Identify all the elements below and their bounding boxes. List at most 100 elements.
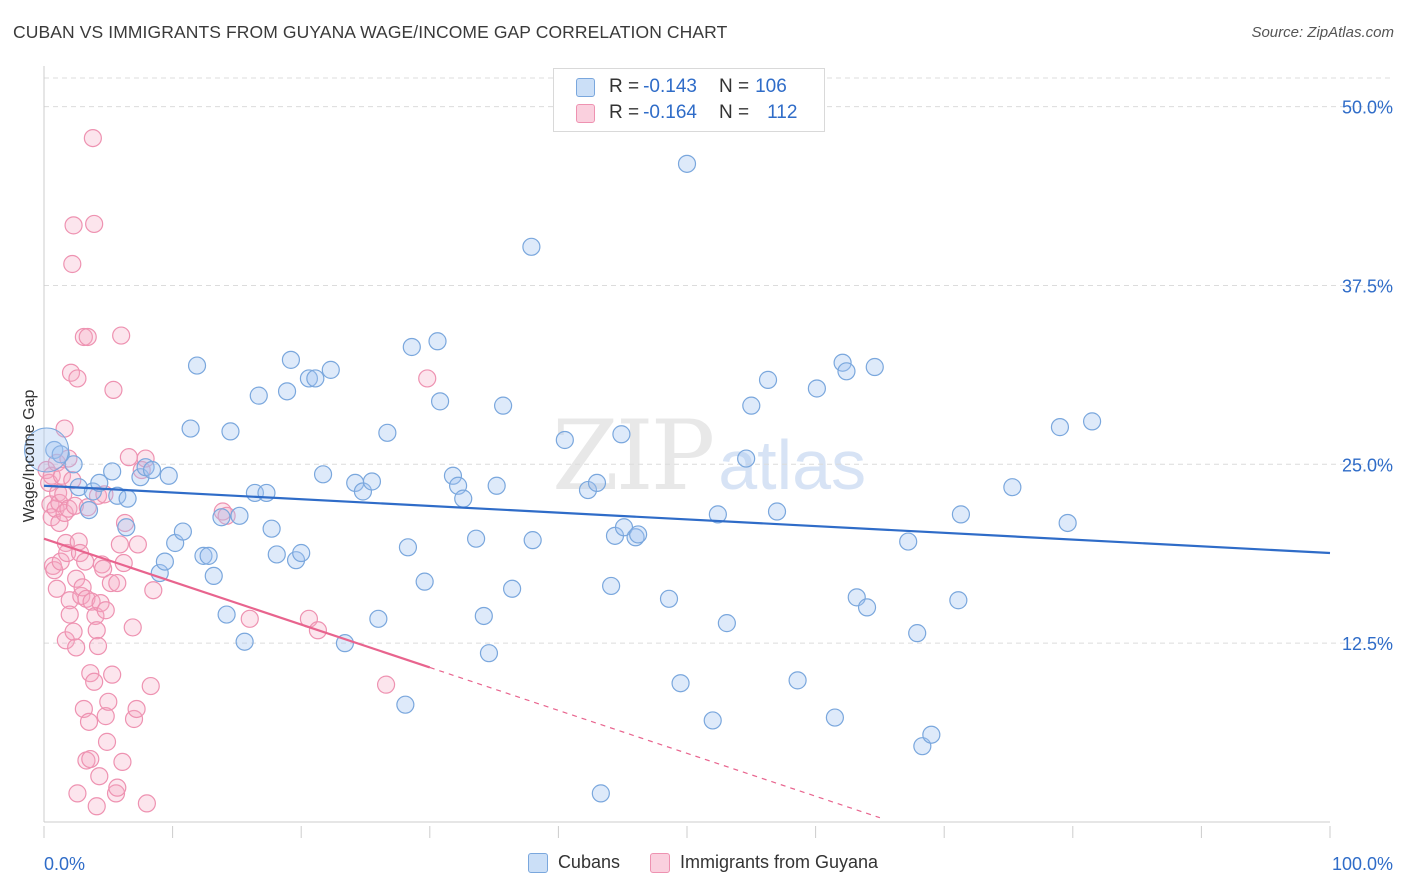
n-value: 106 bbox=[755, 76, 787, 97]
cubans-point bbox=[523, 531, 542, 550]
guyana-point bbox=[103, 665, 122, 684]
cubans-point bbox=[221, 422, 240, 441]
cubans-point bbox=[402, 337, 421, 357]
guyana-point bbox=[376, 675, 396, 694]
guyana-point bbox=[63, 254, 82, 274]
guyana-point bbox=[81, 664, 100, 683]
cubans-point bbox=[235, 632, 254, 651]
guyana-point bbox=[73, 578, 92, 597]
cubans-point bbox=[522, 237, 541, 256]
cubans-point bbox=[758, 370, 778, 389]
cubans-point bbox=[742, 396, 761, 415]
cubans-point bbox=[103, 462, 122, 481]
guyana-point bbox=[94, 559, 113, 578]
cubans-point bbox=[150, 563, 169, 583]
guyana-point bbox=[97, 732, 117, 751]
guyana-point bbox=[104, 380, 123, 400]
cubans-point bbox=[173, 522, 192, 541]
series-cubans-points bbox=[24, 154, 1102, 803]
cubans-point bbox=[1058, 513, 1077, 533]
cubans-swatch bbox=[576, 77, 595, 97]
guyana-point bbox=[418, 369, 437, 388]
cubans-point bbox=[335, 634, 355, 653]
guyana-point bbox=[64, 622, 83, 641]
guyana-point bbox=[123, 618, 142, 637]
cubans-point bbox=[807, 379, 826, 398]
cubans-point bbox=[313, 465, 333, 484]
cubans-point bbox=[1003, 478, 1022, 497]
cubans-point bbox=[1082, 412, 1102, 431]
legend-item-cubans: Cubans bbox=[527, 852, 620, 873]
cubans-point bbox=[267, 545, 286, 564]
guyana-point bbox=[52, 466, 72, 485]
cubans-point bbox=[833, 353, 852, 372]
cubans-point bbox=[194, 546, 213, 565]
cubans-point bbox=[494, 396, 513, 415]
guyana-point bbox=[81, 749, 100, 769]
series-guyana-points bbox=[37, 128, 437, 816]
y-tick-label: 12.5% bbox=[1342, 634, 1393, 654]
cubans-point bbox=[474, 606, 493, 626]
cubans-point bbox=[908, 624, 927, 643]
guyana-point bbox=[127, 699, 146, 719]
cubans-point bbox=[703, 711, 722, 730]
cubans-point bbox=[602, 576, 621, 596]
cubans-point bbox=[837, 362, 856, 381]
cubans-point bbox=[614, 518, 634, 537]
cubans-point bbox=[117, 518, 136, 537]
cubans-legend-swatch bbox=[527, 852, 548, 873]
guyana-point bbox=[63, 470, 82, 490]
legend-row-guyana: R = -0.164 N = 112 bbox=[576, 100, 797, 126]
cubans-point bbox=[466, 529, 486, 548]
cubans-trend-line bbox=[43, 484, 1331, 555]
cubans-point bbox=[717, 614, 736, 633]
cubans-point bbox=[767, 502, 787, 521]
guyana-point bbox=[87, 621, 106, 640]
guyana-point bbox=[50, 493, 69, 513]
guyana-point bbox=[141, 676, 160, 696]
cubans-point bbox=[217, 605, 236, 624]
cubans-point bbox=[369, 609, 388, 628]
cubans-point bbox=[108, 486, 127, 505]
cubans-point bbox=[262, 519, 281, 538]
cubans-point bbox=[951, 505, 971, 524]
cubans-point bbox=[857, 598, 877, 617]
cubans-point bbox=[503, 579, 522, 598]
guyana-point bbox=[101, 573, 120, 593]
guyana-legend-swatch bbox=[649, 852, 670, 873]
x-tick-label-max: 100.0% bbox=[1332, 854, 1393, 874]
cubans-point bbox=[362, 472, 382, 491]
guyana-point bbox=[82, 592, 101, 611]
r-label: R = bbox=[609, 102, 640, 123]
cubans-point bbox=[257, 483, 276, 503]
guyana-swatch bbox=[576, 103, 595, 123]
cubans-point bbox=[230, 506, 249, 525]
watermark: ZIPatlas bbox=[552, 400, 867, 512]
y-tick-label: 37.5% bbox=[1342, 276, 1393, 296]
cubans-point bbox=[299, 369, 319, 388]
cubans-point bbox=[118, 489, 137, 508]
cubans-point bbox=[281, 350, 301, 369]
guyana-point bbox=[144, 581, 163, 600]
cubans-point bbox=[659, 589, 679, 608]
cubans-point bbox=[708, 505, 727, 524]
axis-labels: 12.5% 25.0% 37.5% 50.0% 0.0% 100.0% Wage/Incom… bbox=[21, 98, 1393, 874]
cubans-point bbox=[64, 455, 83, 474]
guyana-point bbox=[119, 448, 138, 467]
cubans-point bbox=[321, 360, 340, 379]
cubans-point bbox=[131, 468, 150, 487]
guyana-point bbox=[96, 707, 115, 726]
cubans-point bbox=[292, 543, 311, 563]
cubans-point bbox=[277, 382, 297, 401]
guyana-point bbox=[50, 513, 69, 533]
cubans-point bbox=[587, 473, 607, 493]
guyana-point bbox=[128, 535, 147, 554]
guyana-point bbox=[106, 784, 126, 803]
cubans-point bbox=[626, 528, 645, 547]
guyana-point bbox=[137, 794, 156, 813]
cubans-point bbox=[159, 466, 178, 485]
cubans-point bbox=[353, 482, 373, 501]
x-tick-label-min: 0.0% bbox=[44, 854, 85, 874]
guyana-legend-label: Immigrants from Guyana bbox=[679, 852, 879, 872]
